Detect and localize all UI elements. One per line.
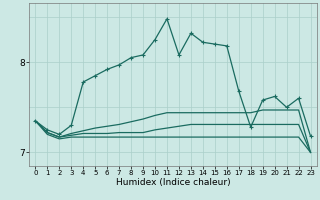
X-axis label: Humidex (Indice chaleur): Humidex (Indice chaleur)	[116, 178, 230, 187]
